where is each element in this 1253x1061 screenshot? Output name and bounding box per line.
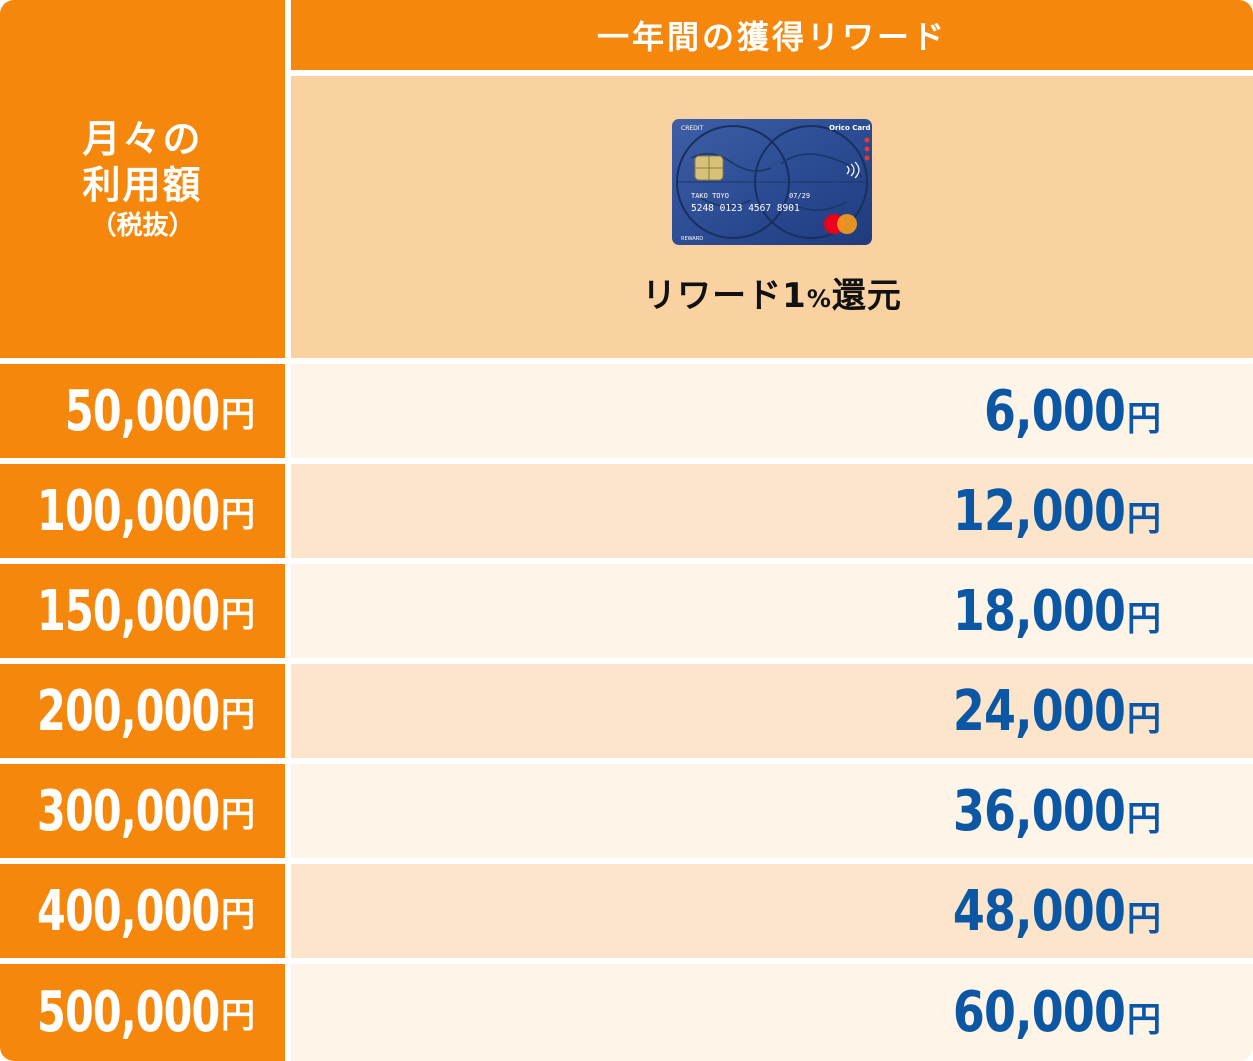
monthly-amount-value: 50,000: [64, 378, 219, 444]
monthly-amount-value: 300,000: [36, 778, 220, 844]
annual-reward-header: 一年間の獲得リワード: [291, 0, 1253, 70]
monthly-amount-cell: 300,000 円: [0, 764, 285, 858]
monthly-amount-unit: 円: [221, 996, 255, 1036]
reward-rate-main: リワード1: [642, 275, 807, 316]
monthly-amount-unit: 円: [221, 594, 255, 635]
reward-amount-cell: 60,000 円: [291, 964, 1253, 1061]
reward-rate-suffix: 還元: [831, 275, 902, 316]
reward-amount-value: 24,000: [952, 678, 1126, 744]
monthly-usage-header-line2: 利用額: [82, 163, 203, 207]
reward-amount-unit: 円: [1127, 398, 1161, 439]
svg-text:CREDIT: CREDIT: [681, 125, 704, 132]
credit-card-image: CREDIT Orico Card TAKO TOYO 07/29 5248 0…: [672, 118, 872, 245]
monthly-amount-value: 500,000: [36, 980, 220, 1045]
svg-text:5248 0123 4567 8901: 5248 0123 4567 8901: [691, 203, 800, 214]
reward-amount-cell: 12,000 円: [291, 464, 1253, 558]
monthly-amount-cell: 400,000 円: [0, 864, 285, 958]
reward-amount-unit: 円: [1127, 898, 1161, 939]
reward-rate-label: リワード1%還元: [642, 268, 902, 317]
monthly-amount-cell: 100,000 円: [0, 464, 285, 558]
monthly-amount-cell: 150,000 円: [0, 564, 285, 658]
monthly-amount-value: 400,000: [36, 878, 220, 944]
svg-text:REWARD: REWARD: [681, 236, 703, 242]
reward-amount-cell: 48,000 円: [291, 864, 1253, 958]
reward-amount-cell: 6,000 円: [291, 364, 1253, 458]
reward-amount-unit: 円: [1127, 798, 1161, 839]
reward-amount-cell: 18,000 円: [291, 564, 1253, 658]
monthly-amount-unit: 円: [221, 694, 255, 735]
reward-amount-unit: 円: [1127, 698, 1161, 739]
monthly-amount-cell: 200,000 円: [0, 664, 285, 758]
reward-amount-value: 6,000: [983, 378, 1126, 444]
reward-amount-value: 12,000: [952, 478, 1126, 544]
reward-amount-value: 18,000: [952, 578, 1126, 644]
reward-amount-cell: 36,000 円: [291, 764, 1253, 858]
reward-amount-value: 36,000: [952, 778, 1126, 844]
card-panel: CREDIT Orico Card TAKO TOYO 07/29 5248 0…: [291, 76, 1253, 358]
monthly-amount-unit: 円: [221, 494, 255, 535]
monthly-usage-header-line3: （税抜）: [90, 211, 195, 241]
monthly-usage-header: 月々の 利用額 （税抜）: [0, 0, 285, 358]
reward-amount-unit: 円: [1127, 1000, 1161, 1040]
reward-amount-value: 60,000: [952, 980, 1126, 1045]
reward-amount-unit: 円: [1127, 498, 1161, 539]
monthly-amount-cell: 50,000 円: [0, 364, 285, 458]
monthly-amount-value: 100,000: [36, 478, 220, 544]
reward-amount-cell: 24,000 円: [291, 664, 1253, 758]
reward-amount-value: 48,000: [952, 878, 1126, 944]
reward-rate-percent: %: [806, 284, 832, 313]
monthly-usage-header-line1: 月々の: [82, 117, 203, 161]
svg-text:TAKO TOYO: TAKO TOYO: [691, 192, 729, 200]
svg-text:07/29: 07/29: [789, 192, 810, 200]
monthly-amount-cell: 500,000 円: [0, 964, 285, 1061]
reward-amount-unit: 円: [1127, 598, 1161, 639]
monthly-amount-value: 150,000: [36, 578, 220, 644]
monthly-amount-unit: 円: [221, 794, 255, 835]
svg-text:Orico Card: Orico Card: [829, 124, 871, 132]
monthly-amount-unit: 円: [221, 894, 255, 935]
annual-reward-header-text: 一年間の獲得リワード: [596, 18, 947, 56]
monthly-amount-value: 200,000: [36, 678, 220, 744]
monthly-amount-unit: 円: [221, 394, 255, 435]
